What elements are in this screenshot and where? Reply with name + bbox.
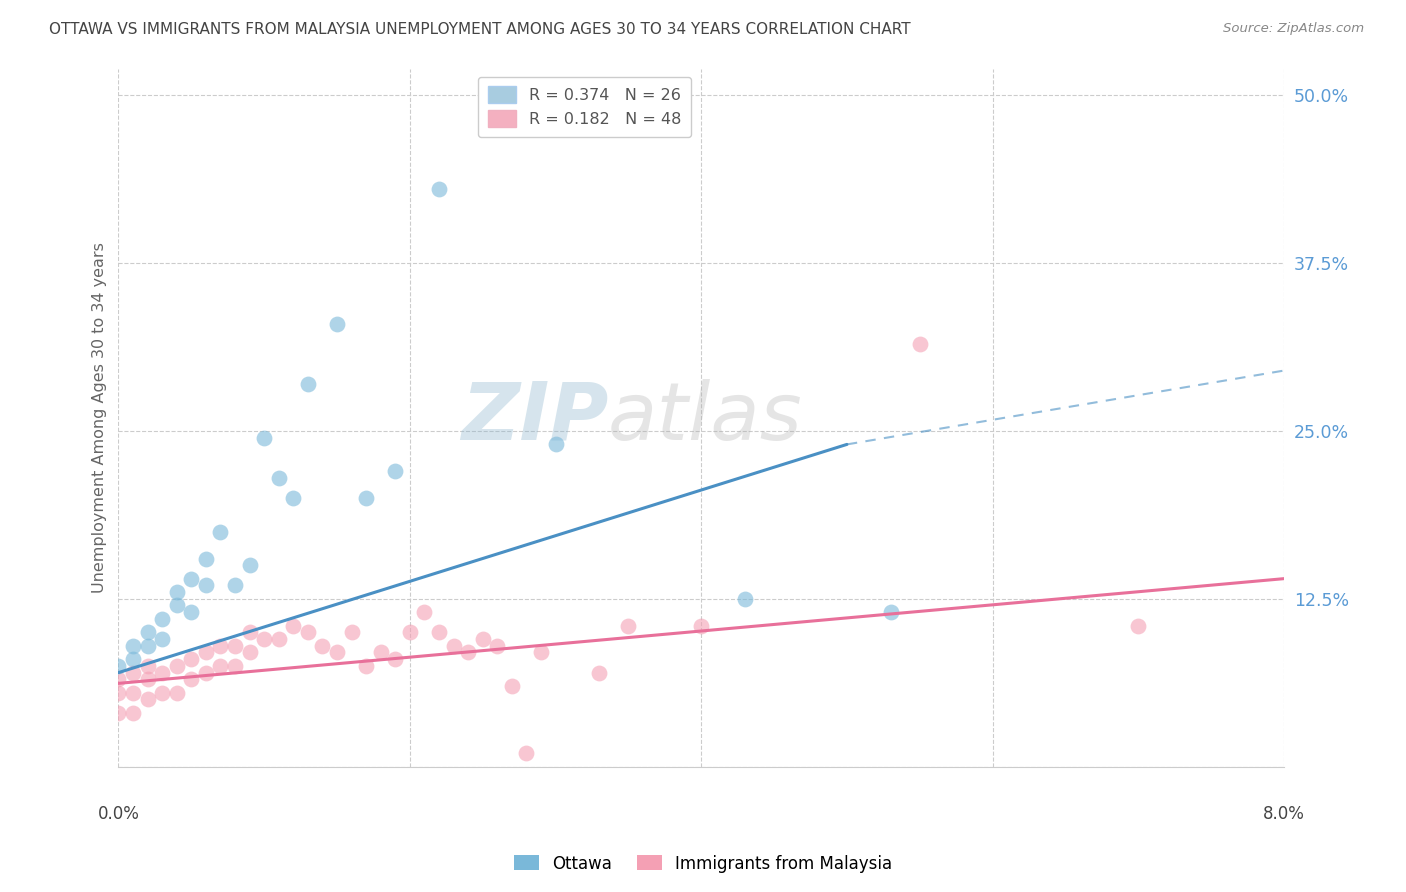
- Point: [908, 336, 931, 351]
- Point: [166, 599, 188, 613]
- Point: [457, 645, 479, 659]
- Point: [283, 618, 305, 632]
- Point: [136, 673, 159, 687]
- Point: [107, 706, 129, 720]
- Point: [443, 639, 465, 653]
- Point: [150, 686, 173, 700]
- Point: [384, 464, 406, 478]
- Point: [427, 182, 450, 196]
- Point: [107, 659, 129, 673]
- Point: [180, 652, 202, 666]
- Point: [326, 317, 349, 331]
- Point: [224, 659, 246, 673]
- Text: OTTAWA VS IMMIGRANTS FROM MALAYSIA UNEMPLOYMENT AMONG AGES 30 TO 34 YEARS CORREL: OTTAWA VS IMMIGRANTS FROM MALAYSIA UNEMP…: [49, 22, 911, 37]
- Text: atlas: atlas: [607, 378, 803, 457]
- Point: [734, 591, 756, 606]
- Point: [136, 625, 159, 640]
- Point: [544, 437, 567, 451]
- Point: [194, 645, 217, 659]
- Point: [136, 639, 159, 653]
- Point: [253, 632, 276, 646]
- Point: [180, 673, 202, 687]
- Point: [150, 665, 173, 680]
- Point: [150, 632, 173, 646]
- Point: [879, 605, 901, 619]
- Point: [267, 632, 290, 646]
- Point: [150, 612, 173, 626]
- Point: [354, 659, 377, 673]
- Point: [180, 572, 202, 586]
- Point: [122, 706, 145, 720]
- Text: ZIP: ZIP: [461, 378, 607, 457]
- Point: [224, 639, 246, 653]
- Point: [413, 605, 436, 619]
- Legend: R = 0.374   N = 26, R = 0.182   N = 48: R = 0.374 N = 26, R = 0.182 N = 48: [478, 77, 692, 136]
- Point: [501, 679, 523, 693]
- Point: [136, 692, 159, 706]
- Point: [690, 618, 713, 632]
- Point: [370, 645, 392, 659]
- Point: [297, 625, 319, 640]
- Point: [617, 618, 640, 632]
- Point: [194, 551, 217, 566]
- Point: [194, 665, 217, 680]
- Text: 8.0%: 8.0%: [1263, 805, 1305, 823]
- Legend: Ottawa, Immigrants from Malaysia: Ottawa, Immigrants from Malaysia: [508, 848, 898, 880]
- Point: [530, 645, 553, 659]
- Point: [136, 659, 159, 673]
- Text: 0.0%: 0.0%: [97, 805, 139, 823]
- Point: [122, 639, 145, 653]
- Point: [486, 639, 509, 653]
- Point: [515, 746, 537, 760]
- Point: [398, 625, 420, 640]
- Point: [166, 659, 188, 673]
- Point: [209, 659, 232, 673]
- Point: [238, 625, 260, 640]
- Text: Source: ZipAtlas.com: Source: ZipAtlas.com: [1223, 22, 1364, 36]
- Point: [297, 376, 319, 391]
- Point: [122, 652, 145, 666]
- Point: [238, 558, 260, 573]
- Point: [107, 673, 129, 687]
- Point: [209, 524, 232, 539]
- Point: [122, 686, 145, 700]
- Point: [588, 665, 610, 680]
- Point: [180, 605, 202, 619]
- Point: [283, 491, 305, 505]
- Point: [427, 625, 450, 640]
- Point: [253, 431, 276, 445]
- Point: [238, 645, 260, 659]
- Point: [224, 578, 246, 592]
- Y-axis label: Unemployment Among Ages 30 to 34 years: Unemployment Among Ages 30 to 34 years: [93, 242, 107, 593]
- Point: [354, 491, 377, 505]
- Point: [194, 578, 217, 592]
- Point: [107, 686, 129, 700]
- Point: [326, 645, 349, 659]
- Point: [166, 585, 188, 599]
- Point: [340, 625, 363, 640]
- Point: [267, 471, 290, 485]
- Point: [384, 652, 406, 666]
- Point: [311, 639, 333, 653]
- Point: [471, 632, 494, 646]
- Point: [209, 639, 232, 653]
- Point: [122, 665, 145, 680]
- Point: [166, 686, 188, 700]
- Point: [1128, 618, 1150, 632]
